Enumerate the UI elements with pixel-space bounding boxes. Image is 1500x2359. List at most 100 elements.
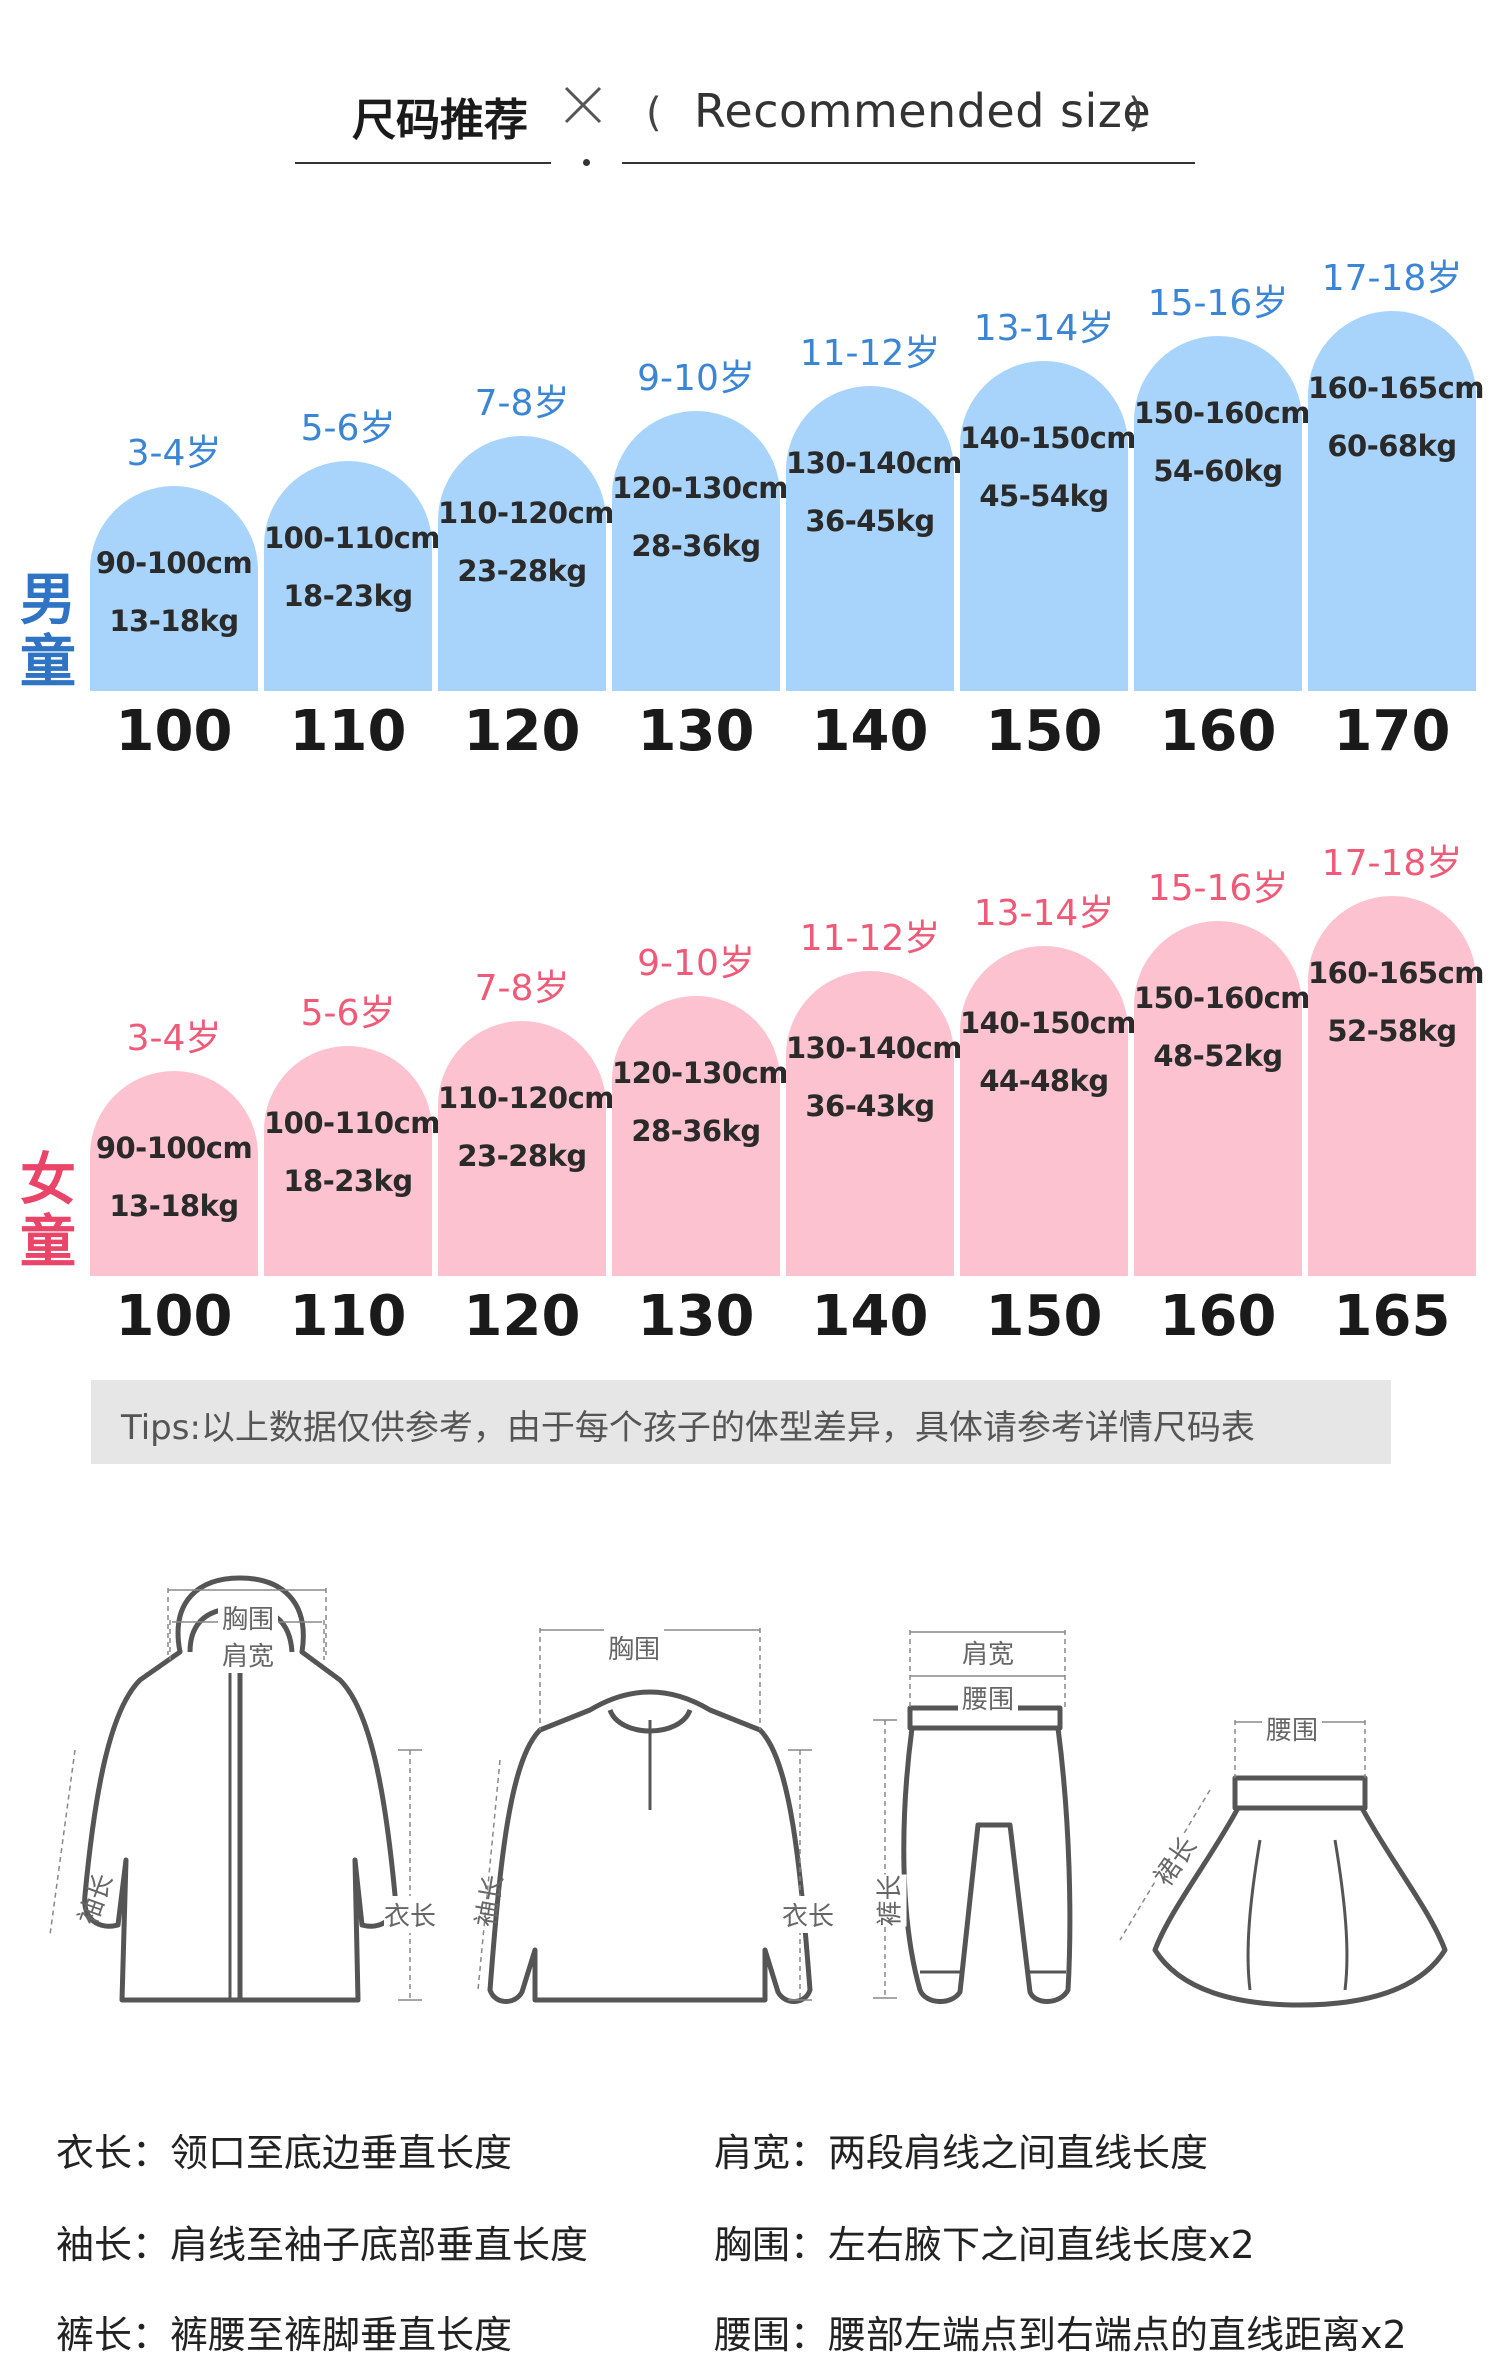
girl-size-arch: 140-150cm 44-48kg: [960, 946, 1137, 1276]
weight-range: 44-48kg: [979, 1064, 1109, 1098]
girl-size-number: 140: [811, 1284, 929, 1349]
weight-range: 18-23kg: [283, 1164, 413, 1198]
boy-size-number: 130: [637, 699, 755, 764]
girl-age-label: 3-4岁: [126, 1018, 222, 1059]
height-range: 140-150cm: [960, 421, 1137, 455]
girl-size-number: 120: [463, 1284, 581, 1349]
girl-age-label: 5-6岁: [300, 993, 396, 1034]
jacket-icon: [49, 1575, 422, 2003]
height-range: 150-160cm: [1134, 396, 1311, 430]
skirt-waist-label: 腰围: [1262, 1710, 1323, 1747]
girl-size-arch: 130-140cm 36-43kg: [786, 971, 963, 1276]
height-range: 100-110cm: [264, 521, 441, 555]
pants-icon: [873, 1630, 1073, 2004]
girl-age-label: 15-16岁: [1147, 868, 1289, 909]
pants-length-label: 裤长: [869, 1874, 907, 1927]
boy-size-arch: 100-110cm 18-23kg: [264, 461, 441, 691]
girl-size-arch: 100-110cm 18-23kg: [264, 1046, 441, 1276]
girl-age-label: 17-18岁: [1321, 843, 1463, 884]
girl-size-number: 160: [1159, 1284, 1277, 1349]
boy-size-arch: 150-160cm 54-60kg: [1134, 336, 1311, 691]
weight-range: 36-43kg: [805, 1089, 935, 1123]
boy-size-number: 120: [463, 699, 581, 764]
boy-size-arch: 130-140cm 36-45kg: [786, 386, 963, 691]
girl-size-number: 130: [637, 1284, 755, 1349]
weight-range: 23-28kg: [457, 554, 587, 588]
boy-size-arch: 110-120cm 23-28kg: [438, 436, 615, 691]
weight-range: 28-36kg: [631, 1114, 761, 1148]
height-range: 150-160cm: [1134, 981, 1311, 1015]
close-paren: ): [1128, 90, 1144, 136]
boy-age-label: 3-4岁: [126, 433, 222, 474]
weight-range: 52-58kg: [1327, 1014, 1457, 1048]
boys-category-label: 男童: [20, 568, 76, 695]
pants-waist-label: 腰围: [958, 1679, 1019, 1716]
boy-size-arch: 90-100cm 13-18kg: [90, 486, 258, 691]
open-paren: (: [646, 90, 662, 136]
height-range: 140-150cm: [960, 1006, 1137, 1040]
girl-size-number: 110: [289, 1284, 407, 1349]
def-item: 衣长：领口至底边垂直长度: [56, 2131, 513, 2175]
height-range: 120-130cm: [612, 471, 789, 505]
tips-text: Tips:以上数据仅供参考，由于每个孩子的体型差异，具体请参考详情尺码表: [121, 1408, 1255, 1448]
girl-age-label: 11-12岁: [799, 918, 941, 959]
height-range: 100-110cm: [264, 1106, 441, 1140]
jacket-chest-label: 胸围: [218, 1599, 279, 1636]
boy-size-number: 170: [1333, 699, 1451, 764]
boy-size-arch: 160-165cm 60-68kg: [1308, 311, 1485, 691]
weight-range: 28-36kg: [631, 529, 761, 563]
weight-range: 13-18kg: [109, 1189, 239, 1223]
boy-size-number: 160: [1159, 699, 1277, 764]
height-range: 120-130cm: [612, 1056, 789, 1090]
boy-age-label: 7-8岁: [474, 383, 570, 424]
def-item: 裤长：裤腰至裤脚垂直长度: [56, 2313, 513, 2357]
header-underline-left: [295, 162, 551, 164]
boy-size-number: 150: [985, 699, 1103, 764]
skirt-icon: [1119, 1720, 1448, 2008]
girl-size-arch: 120-130cm 28-36kg: [612, 996, 789, 1276]
def-item: 肩宽：两段肩线之间直线长度: [714, 2131, 1209, 2175]
boy-age-label: 11-12岁: [799, 333, 941, 374]
weight-range: 13-18kg: [109, 604, 239, 638]
header-dot: [583, 159, 590, 166]
boy-size-arch: 120-130cm 28-36kg: [612, 411, 789, 691]
girl-size-arch: 160-165cm 52-58kg: [1308, 896, 1485, 1276]
jacket-shoulder-label: 肩宽: [218, 1636, 279, 1673]
weight-range: 18-23kg: [283, 579, 413, 613]
sweater-chest-label: 胸围: [604, 1629, 665, 1666]
height-range: 160-165cm: [1308, 371, 1485, 405]
def-item: 胸围：左右腋下之间直线长度x2: [714, 2223, 1255, 2267]
girl-age-label: 7-8岁: [474, 968, 570, 1009]
height-range: 110-120cm: [438, 1081, 615, 1115]
page-subtitle: Recommended size: [694, 84, 1152, 138]
sweater-length-label: 衣长: [782, 1896, 835, 1933]
girl-size-arch: 150-160cm 48-52kg: [1134, 921, 1311, 1276]
girl-age-label: 13-14岁: [973, 893, 1115, 934]
boy-size-number: 110: [289, 699, 407, 764]
boy-age-label: 13-14岁: [973, 308, 1115, 349]
pants-shoulder-label: 肩宽: [958, 1634, 1019, 1671]
girl-size-number: 165: [1333, 1284, 1451, 1349]
weight-range: 23-28kg: [457, 1139, 587, 1173]
sweater-icon: [477, 1628, 813, 2004]
height-range: 110-120cm: [438, 496, 615, 530]
def-item: 腰围：腰部左端点到右端点的直线距离x2: [714, 2313, 1407, 2357]
girl-size-arch: 110-120cm 23-28kg: [438, 1021, 615, 1276]
def-item: 袖长：肩线至袖子底部垂直长度: [56, 2223, 589, 2267]
tips-banner: Tips:以上数据仅供参考，由于每个孩子的体型差异，具体请参考详情尺码表: [91, 1380, 1391, 1464]
weight-range: 60-68kg: [1327, 429, 1457, 463]
page-title: 尺码推荐: [352, 95, 528, 146]
header-underline-right: [622, 162, 1195, 164]
boy-age-label: 9-10岁: [637, 358, 755, 399]
girl-age-label: 9-10岁: [637, 943, 755, 984]
girl-size-arch: 90-100cm 13-18kg: [90, 1071, 258, 1276]
girls-category-label: 女童: [20, 1148, 76, 1275]
multiply-icon: [564, 86, 602, 124]
weight-range: 54-60kg: [1153, 454, 1283, 488]
jacket-length-label: 衣长: [384, 1896, 437, 1933]
boy-age-label: 15-16岁: [1147, 283, 1289, 324]
boy-age-label: 17-18岁: [1321, 258, 1463, 299]
girl-size-number: 150: [985, 1284, 1103, 1349]
weight-range: 48-52kg: [1153, 1039, 1283, 1073]
height-range: 160-165cm: [1308, 956, 1485, 990]
